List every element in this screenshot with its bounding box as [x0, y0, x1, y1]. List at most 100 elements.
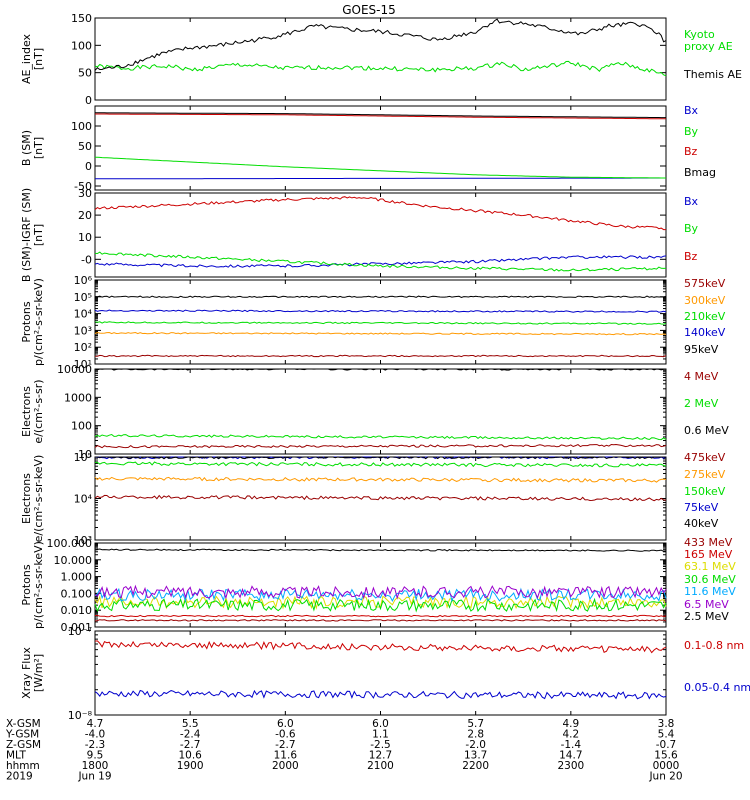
series-line [94, 255, 667, 268]
panel-frame [94, 17, 667, 101]
ephemeris-value: 5.5 [182, 718, 199, 730]
ephemeris-value: -2.7 [275, 739, 296, 751]
series-line [94, 640, 667, 654]
series-line [94, 494, 667, 502]
ephemeris-value: 14.7 [559, 750, 582, 762]
plot-title: GOES-15 [342, 3, 396, 17]
ephemeris-value: 13.7 [464, 750, 487, 762]
y-tick-label: 100.000 [47, 537, 93, 550]
panel-2: -0 10 20 30 B (SM)-IGRF (SM) [nT] Bx By Bz [20, 187, 699, 282]
series-line [94, 196, 666, 231]
ephemeris-value: -2.7 [180, 739, 201, 751]
y-tick-label: 0 [85, 94, 92, 107]
series-line [95, 456, 667, 460]
y-axis-label: [nT] [32, 137, 45, 159]
series-line [94, 354, 667, 358]
y-tick-label: 30 [78, 187, 92, 200]
legend-label: 4 MeV [684, 370, 719, 383]
panel-3: 10¹ 10² 10³ 10⁴ 10⁵ 10⁶ Protons p/(cm²-s-sr-keV… [20, 274, 726, 371]
ephemeris-value: Jun 20 [648, 771, 682, 783]
legend-label: 30.6 MeV [684, 573, 736, 586]
legend-label: 275keV [684, 468, 726, 481]
ephemeris-row-label: MLT [6, 750, 26, 762]
y-tick-label: 0.100 [61, 587, 93, 600]
legend-label: Bz [684, 250, 698, 263]
legend-label: 165 MeV [684, 548, 733, 561]
y-axis-label: [nT] [32, 48, 45, 70]
legend-label: 210keV [684, 310, 726, 323]
ephemeris-value: -0.7 [656, 739, 677, 751]
y-axis-label: Electrons [20, 386, 33, 437]
series-line [94, 433, 667, 441]
panel-1: -50 0 50 100 B (SM) [nT] Bx By Bz Bmag [20, 104, 716, 193]
series-line [94, 368, 667, 371]
legend-label: 6.5 MeV [684, 598, 729, 611]
ephemeris-value: 5.7 [467, 718, 484, 730]
y-tick-label: 10 [78, 231, 92, 244]
ephemeris-value: 2200 [462, 760, 489, 772]
y-axis-label: Protons [20, 301, 33, 342]
series-line [94, 60, 667, 77]
ephemeris-value: 2.8 [467, 729, 484, 741]
y-tick-label: 50 [78, 67, 92, 80]
series-line [94, 321, 667, 325]
panel-6: 0.001 0.010 0.100 1.000 10.000 100.000 Protons… [20, 536, 736, 634]
legend-label: 2.5 MeV [684, 610, 729, 623]
y-axis-label: Electrons [20, 473, 33, 524]
y-tick-label: 10.000 [54, 554, 93, 567]
y-tick-label: 50 [78, 140, 92, 153]
y-tick-label: 10² [74, 341, 92, 354]
ephemeris-row-label: hhmm [6, 760, 40, 772]
y-tick-label: -0 [81, 253, 92, 266]
ephemeris-value: -2.0 [465, 739, 486, 751]
y-tick-label: 10⁴ [74, 493, 93, 506]
y-tick-label: 10⁻⁷ [68, 625, 92, 638]
ephemeris-value: 9.5 [87, 750, 104, 762]
y-tick-label: 10 [78, 448, 92, 461]
series-line [95, 112, 666, 119]
series-line [94, 18, 667, 71]
series-line [94, 331, 667, 336]
series-line [94, 689, 667, 700]
series-line [94, 309, 667, 313]
y-tick-label: 10³ [74, 324, 92, 337]
legend-label: 150keV [684, 485, 726, 498]
panel-4: 10 100 1000 10000 Electrons e/(cm²-s-sr) 4 MeV… [20, 363, 729, 461]
y-tick-label: -50 [74, 180, 92, 193]
series-line [94, 461, 667, 468]
legend-label: 2 MeV [684, 397, 719, 410]
ephemeris-row-label: 2019 [6, 771, 33, 783]
ephemeris-row-label: X-GSM [6, 718, 41, 730]
series-line [94, 295, 667, 299]
y-tick-label: 100 [71, 420, 92, 433]
legend-label: proxy AE [684, 40, 733, 53]
y-tick-label: 10⁴ [74, 308, 93, 321]
y-tick-label: 100 [71, 120, 92, 133]
series-line [94, 476, 667, 483]
ephemeris-value: Jun 19 [77, 771, 111, 783]
ephemeris-value: -2.3 [85, 739, 106, 751]
ephemeris-row-label: Z-GSM [6, 739, 41, 751]
legend-label: 0.1-0.8 nm [684, 639, 744, 652]
y-tick-label: 10⁻⁸ [68, 709, 93, 722]
y-tick-label: 1000 [64, 391, 92, 404]
y-tick-label: 20 [78, 209, 92, 222]
panel-frame [94, 542, 667, 628]
legend-label: 11.6 MeV [684, 585, 736, 598]
y-tick-label: 150 [71, 12, 92, 25]
ephemeris-value: 10.6 [178, 750, 202, 762]
panel-frame [94, 368, 667, 455]
ephemeris-value: 4.2 [562, 729, 579, 741]
ephemeris-value: -2.4 [180, 729, 201, 741]
ephemeris-value: 11.6 [274, 750, 298, 762]
y-axis-label: Protons [20, 564, 33, 605]
ephemeris-value: 5.4 [658, 729, 675, 741]
y-axis-label: e/(cm²-s-sr) [32, 379, 45, 443]
legend-label: 300keV [684, 294, 726, 307]
legend-label: Bz [684, 145, 698, 158]
y-axis-label: B (SM)-IGRF (SM) [20, 188, 33, 282]
ephemeris-value: -2.5 [370, 739, 391, 751]
